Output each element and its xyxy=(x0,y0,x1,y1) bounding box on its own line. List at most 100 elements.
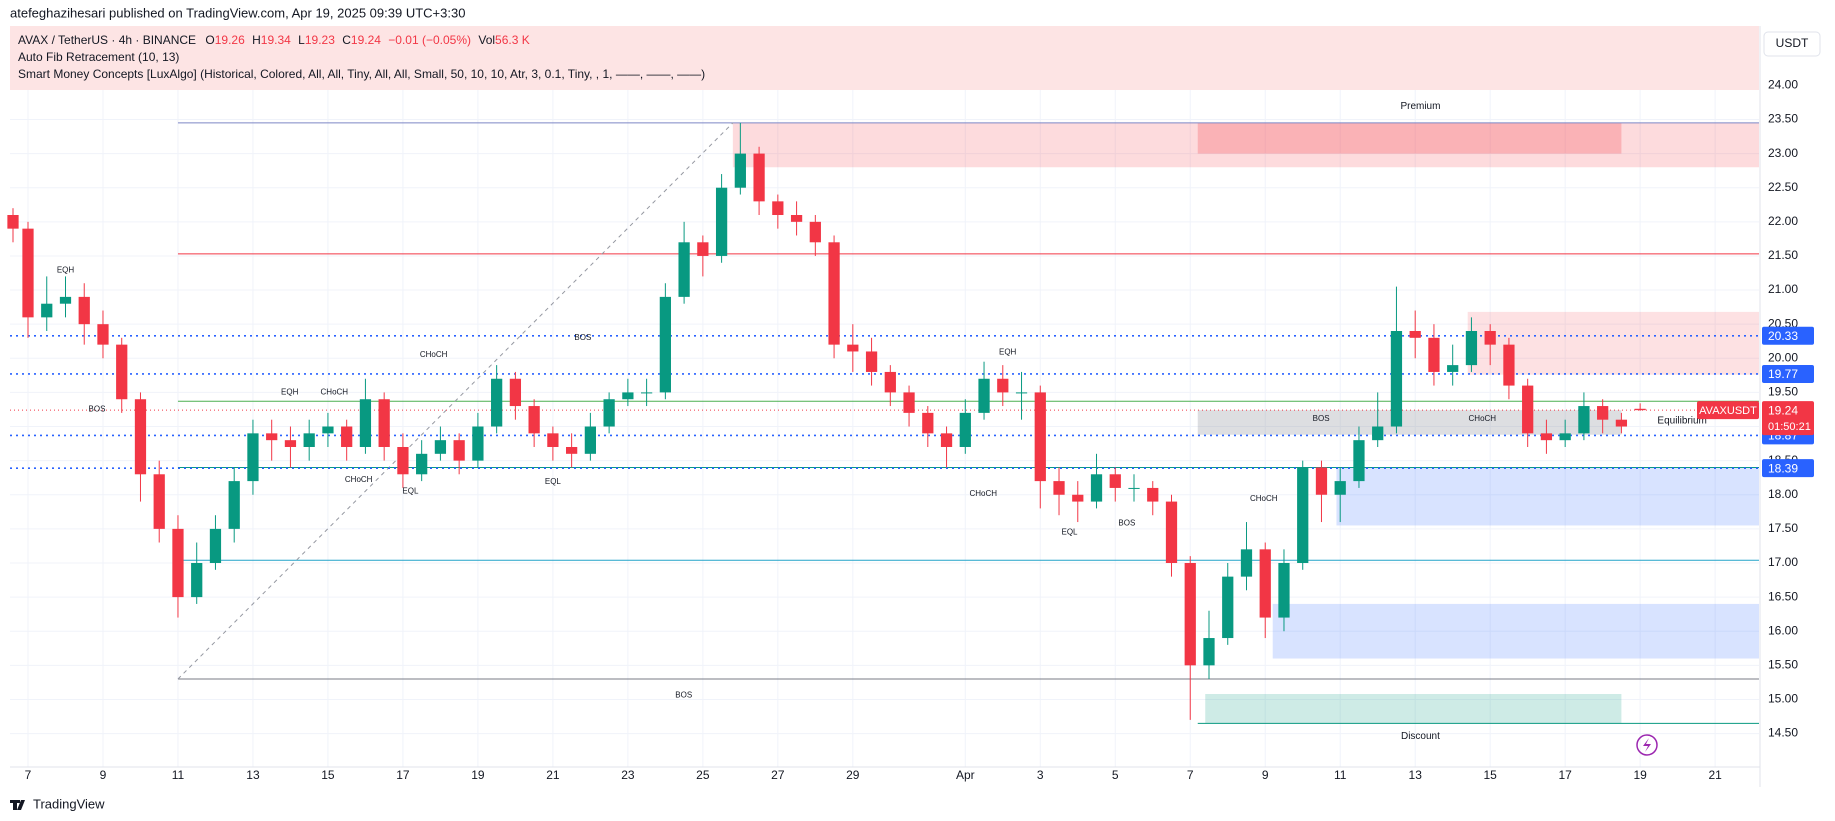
countdown: 01:50:21 xyxy=(1768,421,1811,433)
y-tick-label: 17.00 xyxy=(1768,555,1798,569)
zone xyxy=(1336,467,1759,526)
candle-body xyxy=(734,153,746,188)
footer-brand: TradingView xyxy=(33,796,105,811)
candle-body xyxy=(547,433,559,447)
y-tick-label: 21.50 xyxy=(1768,248,1798,262)
candle-body xyxy=(1428,337,1440,372)
annotation: BOS xyxy=(574,333,591,342)
candle-body xyxy=(1184,562,1196,666)
candle-body xyxy=(528,406,540,434)
candle-body xyxy=(209,528,222,563)
y-tick-label: 15.50 xyxy=(1768,658,1798,672)
annotation: BOS xyxy=(89,405,106,414)
currency-button[interactable] xyxy=(1763,31,1821,57)
candle-body xyxy=(1053,481,1065,495)
candle-body xyxy=(1278,562,1290,618)
annotation: Equilibrium xyxy=(1657,416,1706,427)
y-tick-label: 22.50 xyxy=(1768,180,1798,194)
candle-body xyxy=(584,426,596,454)
candle-body xyxy=(116,344,128,400)
candle-body xyxy=(7,215,19,229)
x-tick-label: 3 xyxy=(1037,768,1044,782)
level-label: 18.39 xyxy=(1768,461,1798,475)
annotation: CHoCH xyxy=(1250,494,1278,503)
candle-body xyxy=(997,378,1009,393)
annotation: BOS xyxy=(1118,519,1135,528)
x-tick-label: 19 xyxy=(471,768,485,782)
volume-label: Vol xyxy=(478,33,495,47)
candle-body xyxy=(753,153,765,202)
indicator-legend[interactable]: Auto Fib Retracement (10, 13) xyxy=(18,50,179,64)
x-tick-label: 19 xyxy=(1633,768,1647,782)
y-tick-label: 15.00 xyxy=(1768,692,1798,706)
x-tick-label: 7 xyxy=(25,768,32,782)
candle-body xyxy=(603,399,615,427)
candle-body xyxy=(1597,406,1609,420)
candle-body xyxy=(697,242,709,256)
candle-body xyxy=(228,481,240,529)
currency-label[interactable]: USDT xyxy=(1776,36,1809,50)
zone xyxy=(732,122,1760,168)
candle-body xyxy=(903,392,915,413)
zone xyxy=(1197,410,1622,435)
x-tick-label: 23 xyxy=(621,768,635,782)
candle-body xyxy=(922,412,934,434)
x-tick-label: 11 xyxy=(172,768,185,782)
candle-body xyxy=(341,426,353,447)
ohlc-value: 19.23 xyxy=(305,33,335,47)
x-tick-label: 11 xyxy=(1334,768,1347,782)
candle-body xyxy=(1540,433,1553,441)
x-tick-label: 9 xyxy=(1262,768,1269,782)
candle-body xyxy=(303,433,315,447)
level-label-box xyxy=(1762,364,1814,383)
x-tick-label: 13 xyxy=(1409,768,1423,782)
alert-icon[interactable] xyxy=(1636,734,1658,756)
x-tick-label: 15 xyxy=(1484,768,1498,782)
legend-line: AVAX / TetherUS · 4h · BINANCE O19.26 H1… xyxy=(18,33,530,47)
zone xyxy=(1205,693,1622,724)
y-tick-label: 20.00 xyxy=(1768,350,1798,364)
x-tick-label: 21 xyxy=(546,768,560,782)
candle-body xyxy=(59,296,72,304)
symbol-title: AVAX / TetherUS · 4h · BINANCE xyxy=(18,33,196,47)
candle-body xyxy=(322,426,334,434)
last-price-box xyxy=(1762,401,1814,436)
candle-body xyxy=(78,296,90,325)
y-tick-label: 17.50 xyxy=(1768,521,1798,535)
ohlc-label: H xyxy=(252,33,261,47)
annotation: EQL xyxy=(545,477,562,486)
candle-body xyxy=(1334,481,1346,495)
candle-body xyxy=(1297,467,1309,563)
y-tick-label: 22.00 xyxy=(1768,214,1798,228)
x-tick-label: 13 xyxy=(246,768,260,782)
annotation: EQL xyxy=(1062,527,1079,536)
alert-bolt xyxy=(1643,738,1651,752)
volume: 56.3 K xyxy=(495,33,530,47)
candle-body xyxy=(1034,392,1046,482)
candle-body xyxy=(659,296,671,393)
byline: atefeghazihesari published on TradingVie… xyxy=(10,5,465,20)
candle-body xyxy=(41,303,53,318)
indicator-legend[interactable]: Smart Money Concepts [LuxAlgo] (Historic… xyxy=(18,67,705,81)
candle-body xyxy=(1447,365,1459,372)
level-label-box xyxy=(1762,326,1814,345)
y-tick-label: 16.00 xyxy=(1768,623,1798,637)
x-tick-label: 29 xyxy=(846,768,860,782)
candle-body xyxy=(622,392,634,400)
tv-logo xyxy=(10,800,25,810)
candle-body xyxy=(772,201,784,216)
plot-area: EQH BOS EQH CHoCH CHoCH BOS CHoCH EQL EQL Premium… xyxy=(7,26,1760,767)
candle-body xyxy=(847,344,859,352)
x-tick-label: 5 xyxy=(1112,768,1119,782)
annotation: CHoCH xyxy=(420,350,448,359)
x-tick-label: 27 xyxy=(771,768,785,782)
x-tick-label: 25 xyxy=(696,768,710,782)
candle-body xyxy=(1109,474,1121,488)
candle-body xyxy=(1409,330,1421,338)
candle-body xyxy=(1390,330,1403,427)
y-tick-label: 19.50 xyxy=(1768,385,1798,399)
annotation: EQH xyxy=(281,388,299,397)
candle-body xyxy=(865,351,878,372)
candle-body xyxy=(959,412,971,447)
